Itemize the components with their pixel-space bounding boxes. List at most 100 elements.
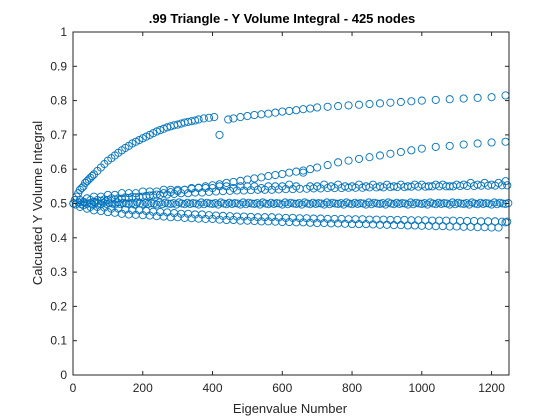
data-point <box>313 103 322 112</box>
data-point <box>459 94 468 103</box>
data-point <box>339 200 348 209</box>
x-tick-label: 800 <box>342 381 362 395</box>
data-point <box>344 101 353 110</box>
data-point <box>445 95 454 104</box>
data-point <box>344 156 353 165</box>
data-point <box>313 163 322 172</box>
x-tick-label: 600 <box>272 381 292 395</box>
data-point <box>445 141 454 150</box>
data-point <box>204 113 214 122</box>
data-point <box>323 161 332 170</box>
data-point <box>494 223 503 232</box>
data-point <box>194 200 203 209</box>
data-point <box>440 199 449 208</box>
data-point <box>361 200 371 209</box>
data-point <box>417 144 426 153</box>
data-point <box>473 93 482 102</box>
data-point <box>504 199 513 208</box>
y-tick-label: 0.6 <box>50 162 67 176</box>
data-point <box>88 172 97 181</box>
data-point <box>396 97 405 107</box>
data-point <box>356 199 365 208</box>
y-axis-label: Calcuated Y Volume Integral <box>30 121 45 285</box>
data-point <box>423 200 432 209</box>
data-point <box>152 127 161 136</box>
data-point <box>230 199 239 208</box>
y-tick-label: 1 <box>60 25 67 39</box>
data-point <box>398 199 407 208</box>
data-point <box>431 142 440 151</box>
x-tick-label: 200 <box>133 381 153 395</box>
data-point <box>299 168 308 177</box>
y-tick-label: 0.7 <box>50 128 67 142</box>
data-point <box>497 181 507 190</box>
data-point <box>414 199 424 208</box>
data-point <box>373 199 382 208</box>
data-point <box>381 200 390 209</box>
data-point <box>110 200 119 209</box>
data-point <box>297 200 306 209</box>
data-point <box>487 200 496 209</box>
chart-title: .99 Triangle - Y Volume Integral - 425 n… <box>149 11 416 26</box>
data-point <box>354 154 364 163</box>
data-point <box>375 99 384 108</box>
x-tick-label: 400 <box>203 381 223 395</box>
data-point <box>365 99 374 109</box>
data-point <box>407 97 416 106</box>
series-6 <box>69 198 513 209</box>
data-point <box>403 200 412 209</box>
data-point <box>236 200 245 209</box>
y-tick-label: 0.4 <box>50 231 67 245</box>
x-axis-ticks: 0 200 400 600 800 1000 1200 <box>70 32 505 395</box>
data-point <box>396 147 405 157</box>
data-point <box>255 200 265 209</box>
data-point <box>88 200 97 209</box>
data-point <box>459 140 468 149</box>
y-tick-label: 0.5 <box>50 197 67 211</box>
data-point <box>375 151 384 160</box>
data-point <box>205 199 214 208</box>
data-point <box>191 116 200 125</box>
y-tick-label: 0.3 <box>50 265 67 279</box>
data-point <box>147 199 156 208</box>
data-point <box>320 200 329 209</box>
data-point <box>71 200 80 209</box>
data-point <box>386 149 395 158</box>
series-3 <box>75 202 510 232</box>
x-axis-label: Eigenvalue Number <box>233 401 348 416</box>
data-point <box>334 158 343 167</box>
data-point <box>487 138 496 147</box>
y-tick-label: 0.1 <box>50 334 67 348</box>
data-point <box>172 200 181 209</box>
data-point <box>199 114 208 123</box>
data-point <box>431 95 440 104</box>
data-point <box>365 153 374 162</box>
data-point <box>497 217 507 226</box>
data-point <box>289 199 298 208</box>
data-point <box>407 146 416 155</box>
data-point <box>215 130 224 139</box>
x-tick-label: 0 <box>70 381 77 395</box>
data-point <box>214 200 223 209</box>
data-point <box>247 199 256 208</box>
data-point <box>456 199 465 208</box>
data-point <box>152 200 161 209</box>
data-point <box>188 199 198 208</box>
data-point <box>503 181 512 190</box>
data-point <box>163 199 172 208</box>
data-point <box>156 126 165 135</box>
y-tick-label: 0.9 <box>50 59 67 73</box>
y-axis-ticks: 0 0.1 0.2 0.3 0.4 0.5 0.6 0.7 0.8 0.9 1 <box>50 25 509 382</box>
data-point <box>210 113 219 122</box>
data-point <box>481 199 491 208</box>
data-markers <box>69 91 513 232</box>
data-point <box>473 139 482 148</box>
data-point <box>445 200 454 209</box>
data-point <box>503 217 512 226</box>
data-point <box>278 200 287 209</box>
data-point <box>105 199 114 208</box>
x-tick-label: 1200 <box>478 381 505 395</box>
x-tick-label: 1000 <box>408 381 435 395</box>
data-point <box>224 115 233 124</box>
